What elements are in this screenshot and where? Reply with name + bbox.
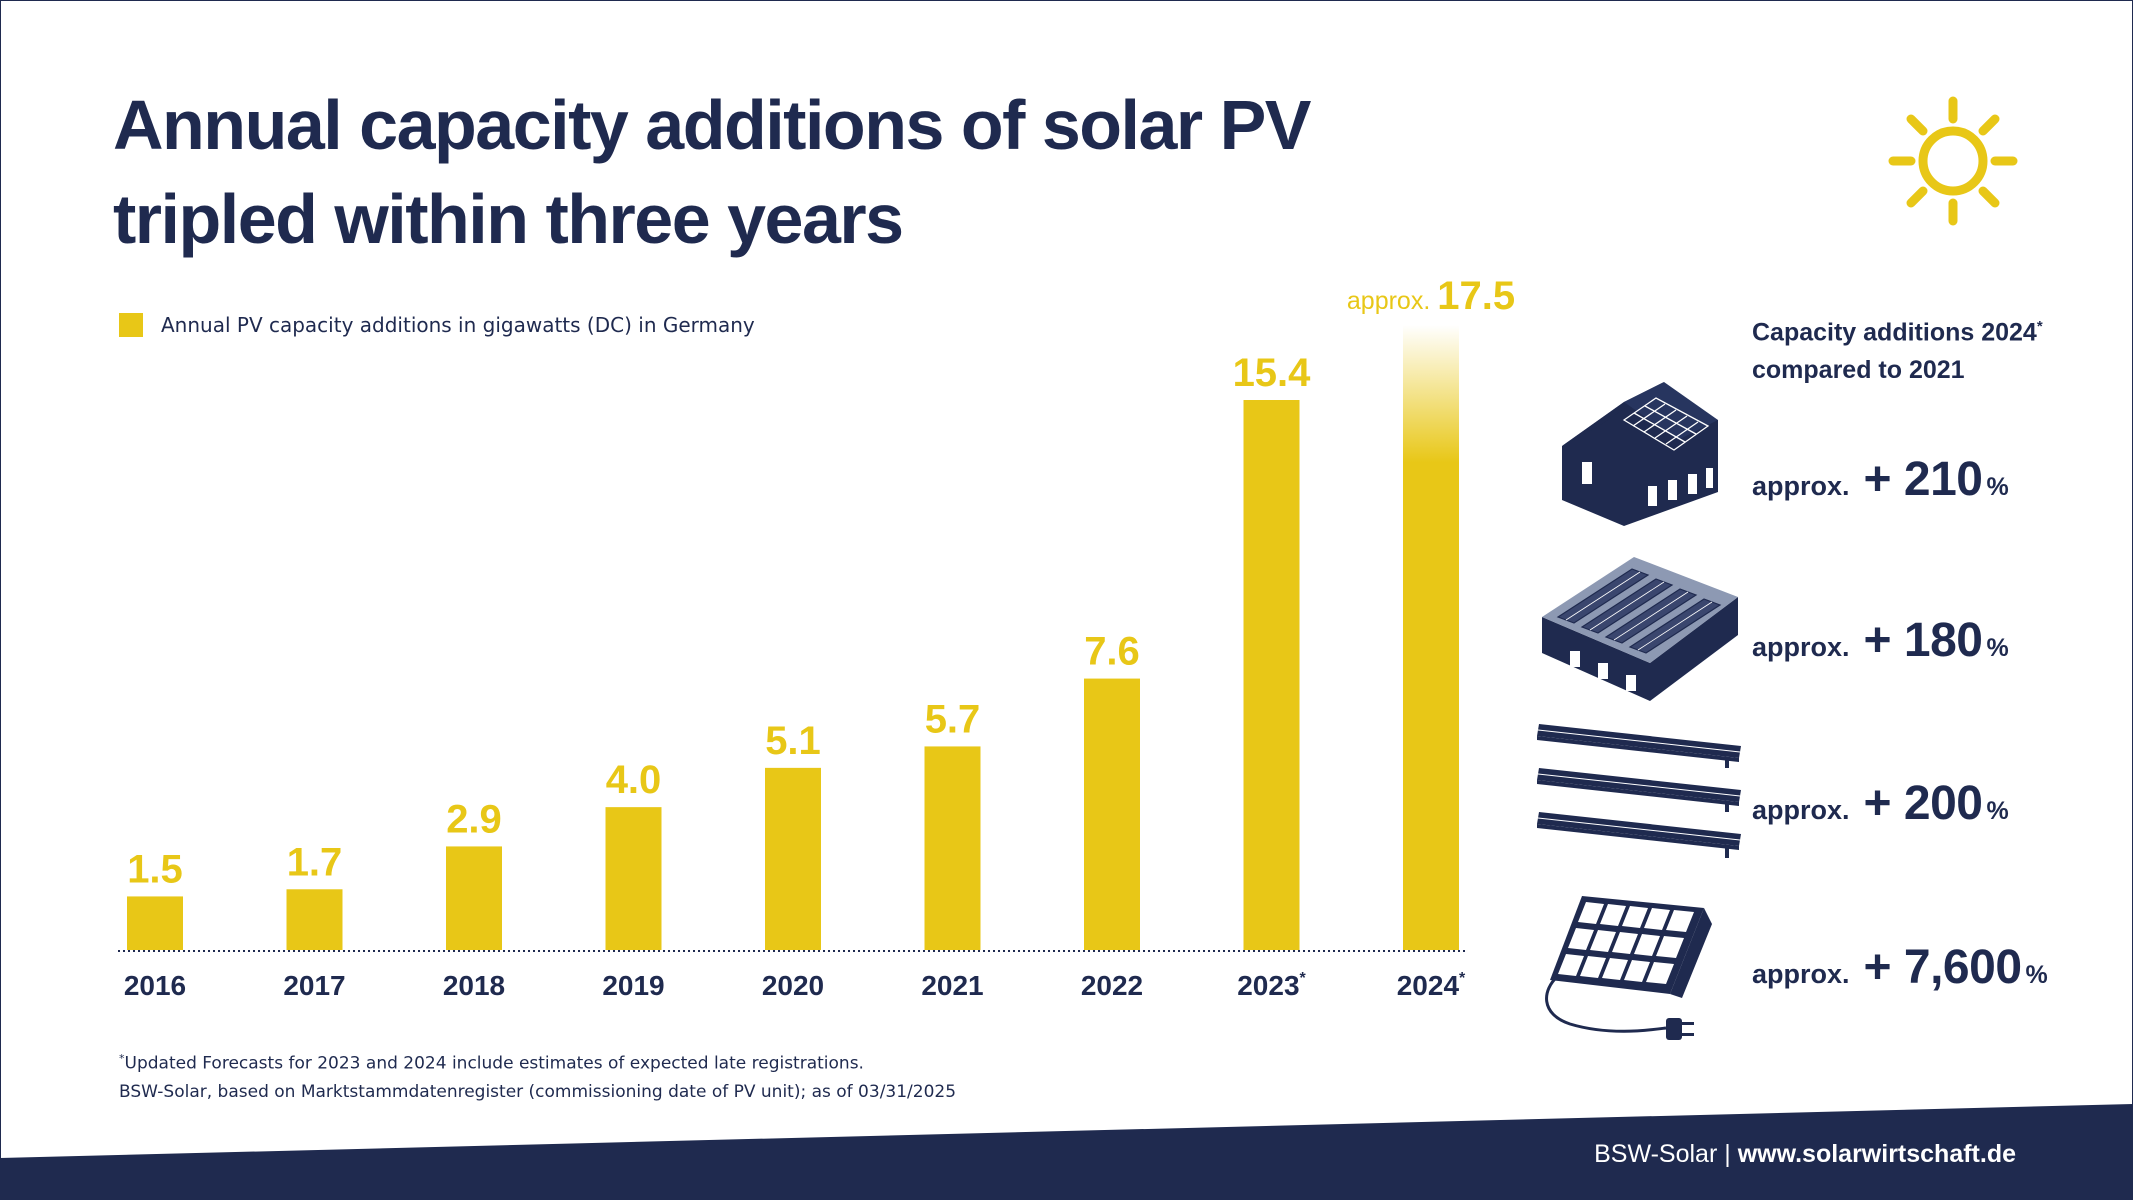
title-line-2: tripled within three years [113, 180, 904, 258]
x-tick-year: 2018 [443, 970, 505, 1001]
x-tick-label-2023: 2023* [1237, 970, 1306, 1001]
value-label-number: 1.7 [287, 840, 343, 884]
stat-prefix: approx. [1752, 632, 1850, 662]
house-rooftop-solar-icon [1562, 382, 1718, 526]
sidebar-heading-line-1: Capacity additions 2024* [1752, 308, 2112, 351]
bar-2020 [765, 767, 821, 950]
commercial-rooftop-solar-icon [1542, 557, 1738, 701]
value-label-number: 1.5 [127, 847, 183, 891]
x-tick-year: 2016 [124, 970, 186, 1001]
value-label-2016: 1.5 [127, 847, 183, 891]
x-tick-label-2019: 2019 [602, 970, 664, 1001]
footnote-source: BSW-Solar, based on Marktstammdatenregis… [119, 1081, 957, 1102]
stat-value: + 7,600 [1863, 941, 2022, 994]
stat-prefix: approx. [1752, 959, 1850, 989]
x-tick-label-2020: 2020 [762, 970, 824, 1001]
x-tick-label-2022: 2022 [1081, 970, 1143, 1001]
bar-2021 [924, 746, 981, 950]
footer-org: BSW-Solar [1594, 1140, 1718, 1168]
page-title: Annual capacity additions of solar PV tr… [113, 78, 1413, 266]
footnote-marker: * [119, 1052, 125, 1065]
x-tick-label-2024: 2024* [1397, 970, 1466, 1001]
value-label-2024: approx. 17.5 [1347, 274, 1515, 318]
stat-unit: % [1986, 634, 2009, 662]
stat-commercial-rooftop: approx. + 180 % [1752, 613, 2009, 673]
x-tick-year: 2021 [921, 970, 983, 1001]
stat-unit: % [2025, 961, 2048, 989]
value-label-number: 15.4 [1233, 351, 1312, 395]
footnote-forecast-text: Updated Forecasts for 2023 and 2024 incl… [124, 1053, 864, 1074]
x-tick-year: 2024 [1397, 970, 1460, 1001]
bar-2023 [1243, 400, 1300, 950]
footer-separator: | [1724, 1140, 1731, 1168]
value-label-number: 7.6 [1084, 630, 1140, 674]
footnote: *Updated Forecasts for 2023 and 2024 inc… [119, 1045, 956, 1106]
stat-value: + 210 [1863, 453, 1983, 506]
footer-url-link[interactable]: www.solarwirtschaft.de [1737, 1140, 2016, 1168]
value-label-2021: 5.7 [925, 697, 981, 741]
value-label-number: 4.0 [606, 758, 662, 802]
sun-icon [1888, 96, 2018, 226]
x-tick-marker: * [1300, 970, 1307, 987]
value-label-number: 5.1 [765, 719, 821, 763]
stat-prefix: approx. [1752, 795, 1850, 825]
value-label-2017: 1.7 [287, 840, 343, 884]
bar-2024 [1403, 325, 1459, 950]
legend-swatch [119, 313, 143, 337]
title-line-1: Annual capacity additions of solar PV [113, 86, 1311, 164]
x-tick-marker: * [1459, 970, 1466, 987]
x-tick-year: 2022 [1081, 970, 1143, 1001]
stat-balcony-plug-in: approx. + 7,600 % [1752, 940, 2048, 1000]
stat-house-rooftop: approx. + 210 % [1752, 452, 2009, 512]
sidebar-heading-text: Capacity additions 2024 [1752, 318, 2037, 347]
sidebar-heading-marker: * [2036, 318, 2043, 335]
stat-unit: % [1986, 797, 2009, 825]
footnote-forecast-note: *Updated Forecasts for 2023 and 2024 inc… [119, 1045, 956, 1078]
value-label-number: 2.9 [446, 797, 502, 841]
value-label-prefix: approx. [1347, 287, 1437, 315]
x-tick-label-2017: 2017 [283, 970, 345, 1001]
value-label-number: 5.7 [925, 697, 981, 741]
bar-2017 [286, 889, 343, 950]
x-tick-year: 2019 [602, 970, 664, 1001]
stat-prefix: approx. [1752, 471, 1850, 501]
x-tick-label-2016: 2016 [124, 970, 186, 1001]
balcony-plug-in-solar-icon [1545, 896, 1712, 1040]
value-label-2023: 15.4 [1233, 351, 1312, 395]
stat-ground-mounted: approx. + 200 % [1752, 776, 2009, 836]
value-label-2019: 4.0 [606, 758, 662, 802]
sidebar-heading: Capacity additions 2024* compared to 202… [1752, 308, 2112, 389]
value-label-2018: 2.9 [446, 797, 502, 841]
sidebar-heading-line-2: compared to 2021 [1752, 356, 1965, 385]
value-label-number: 17.5 [1437, 274, 1515, 318]
x-tick-year: 2023 [1237, 970, 1299, 1001]
stat-value: + 180 [1863, 614, 1983, 667]
x-tick-year: 2017 [283, 970, 345, 1001]
x-tick-label-2021: 2021 [921, 970, 983, 1001]
value-label-2022: 7.6 [1084, 630, 1140, 674]
stat-unit: % [1986, 473, 2009, 501]
ground-mounted-solar-icon [1537, 724, 1741, 858]
stat-value: + 200 [1863, 777, 1983, 830]
legend-label: Annual PV capacity additions in gigawatt… [161, 313, 755, 337]
x-tick-label-2018: 2018 [443, 970, 505, 1001]
bar-2018 [446, 846, 502, 950]
x-tick-year: 2020 [762, 970, 824, 1001]
footer: BSW-Solar | www.solarwirtschaft.de [1594, 1140, 2016, 1169]
chart-legend: Annual PV capacity additions in gigawatt… [119, 310, 755, 340]
bar-2019 [605, 807, 662, 950]
bar-2022 [1084, 678, 1140, 950]
bar-2016 [127, 896, 183, 950]
value-label-2020: 5.1 [765, 719, 821, 763]
